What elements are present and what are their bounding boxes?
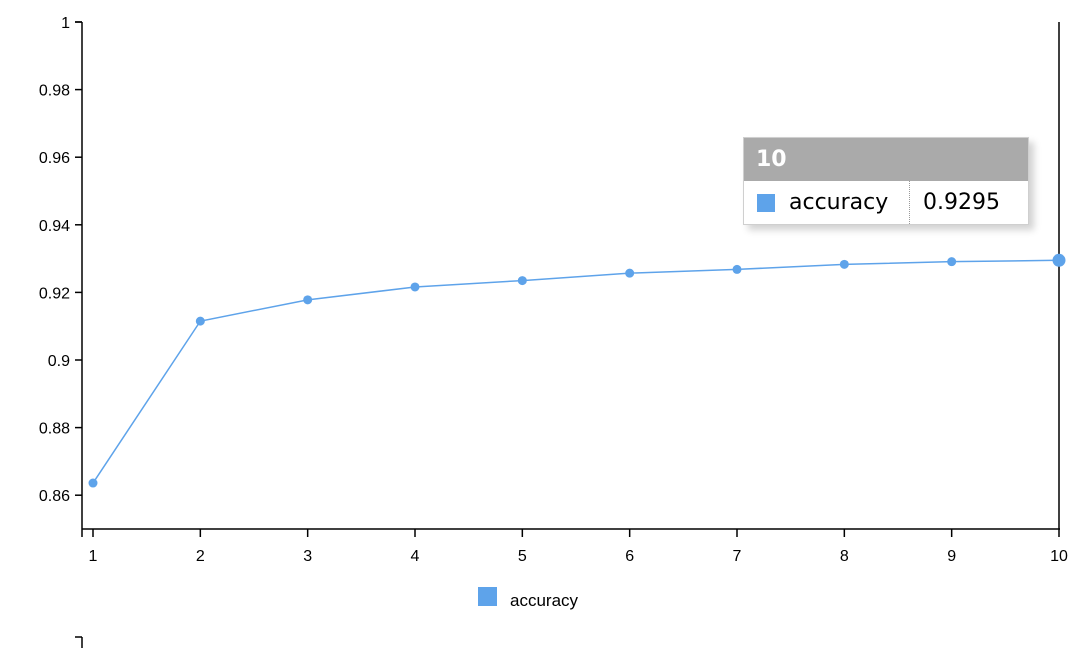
x-tick-label: 2	[196, 548, 205, 565]
y-tick-label: 0.96	[39, 150, 70, 167]
legend[interactable]: accuracy	[478, 587, 579, 610]
y-tick-label: 0.98	[39, 83, 70, 100]
tooltip-series-name: accuracy	[789, 190, 889, 215]
x-axis: 1 2 3 4 5 6 7 8 9 10	[81, 528, 1068, 565]
tooltip-header: 10	[744, 138, 1028, 181]
data-point[interactable]	[625, 268, 635, 278]
data-point[interactable]	[410, 282, 420, 292]
x-tick-label: 9	[947, 548, 956, 565]
data-point[interactable]	[303, 295, 313, 305]
x-tick-label: 6	[625, 548, 634, 565]
y-tick-label: 0.88	[39, 421, 70, 438]
tooltip-value: 0.9295	[923, 190, 1000, 215]
x-tick-label: 4	[411, 548, 420, 565]
x-tick-label: 5	[518, 548, 527, 565]
data-point[interactable]	[839, 259, 849, 269]
data-point[interactable]	[195, 316, 205, 326]
tooltip: 10 accuracy 0.9295	[743, 137, 1029, 225]
tooltip-swatch	[757, 193, 775, 212]
data-point[interactable]	[88, 478, 98, 488]
x-tick-label: 7	[733, 548, 742, 565]
series-group	[88, 253, 1066, 488]
x-tick-label: 10	[1050, 548, 1068, 565]
y-tick-label: 1	[61, 15, 70, 32]
data-point[interactable]	[517, 276, 527, 286]
y-tick-label: 0.9	[48, 353, 70, 370]
series-line-accuracy	[92, 259, 1060, 484]
data-point[interactable]	[732, 264, 742, 274]
y-tick-label: 0.94	[39, 218, 70, 235]
x-tick-label: 3	[303, 548, 312, 565]
x-tick-label: 1	[89, 548, 98, 565]
legend-label-accuracy[interactable]: accuracy	[510, 591, 579, 610]
data-point[interactable]	[947, 257, 957, 267]
y-tick-label: 0.92	[39, 285, 70, 302]
tooltip-series-name-cell: accuracy	[744, 181, 910, 224]
legend-swatch-accuracy[interactable]	[478, 587, 497, 606]
tooltip-row: accuracy 0.9295	[744, 181, 1028, 224]
data-point[interactable]	[1052, 253, 1066, 267]
x-tick-label: 8	[840, 548, 849, 565]
y-tick-label: 0.86	[39, 488, 70, 505]
y-axis: 0.86 0.88 0.9 0.92 0.94 0.96 0.98 1	[39, 15, 83, 529]
